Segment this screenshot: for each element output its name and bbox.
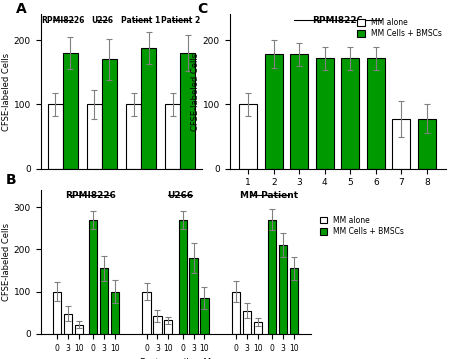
Text: RPMI8226: RPMI8226 (312, 16, 363, 25)
Bar (265, 54, 283, 169)
Text: C: C (197, 2, 207, 16)
Bar (180, 53, 195, 169)
Bar (367, 58, 385, 169)
Text: RPMI8226: RPMI8226 (65, 191, 116, 200)
Text: Patient 2: Patient 2 (161, 16, 200, 25)
Legend: MM alone, MM Cells + BMSCs: MM alone, MM Cells + BMSCs (357, 18, 442, 38)
Text: U266: U266 (167, 191, 193, 200)
Bar (392, 118, 410, 169)
Bar (87, 104, 102, 169)
Bar (165, 104, 180, 169)
Bar (53, 292, 61, 334)
Bar (64, 314, 72, 334)
Bar (342, 58, 359, 169)
Bar (153, 316, 162, 334)
Y-axis label: CFSE-labeled Cells: CFSE-labeled Cells (2, 223, 11, 301)
Text: U226: U226 (91, 16, 113, 25)
Y-axis label: CFSE-labeled Cells: CFSE-labeled Cells (191, 52, 200, 131)
Bar (268, 220, 276, 334)
Bar (316, 58, 333, 169)
Legend: MM alone, MM Cells + BMSCs: MM alone, MM Cells + BMSCs (320, 216, 405, 236)
Bar (143, 292, 151, 334)
Bar (290, 54, 308, 169)
Bar (279, 245, 287, 334)
Bar (179, 220, 187, 334)
Bar (418, 118, 436, 169)
Bar (75, 325, 83, 334)
X-axis label: Bortezomib, nM: Bortezomib, nM (140, 358, 211, 359)
Bar (89, 220, 97, 334)
Text: RPMI8226: RPMI8226 (41, 16, 85, 25)
Y-axis label: CFSE-labeled Cells: CFSE-labeled Cells (2, 52, 11, 131)
Bar (254, 322, 262, 334)
Bar (239, 104, 257, 169)
Bar (126, 104, 141, 169)
Text: B: B (5, 173, 16, 187)
Text: Patient 1: Patient 1 (122, 16, 161, 25)
Bar (100, 269, 108, 334)
Text: A: A (16, 2, 27, 16)
Bar (48, 104, 63, 169)
Bar (243, 311, 251, 334)
Text: MM Patient: MM Patient (240, 191, 299, 200)
Bar (232, 292, 240, 334)
Bar (141, 48, 156, 169)
Bar (164, 320, 172, 334)
Bar (102, 59, 117, 169)
Bar (200, 298, 208, 334)
Bar (63, 53, 78, 169)
Bar (189, 258, 198, 334)
Bar (290, 269, 298, 334)
Bar (111, 292, 119, 334)
